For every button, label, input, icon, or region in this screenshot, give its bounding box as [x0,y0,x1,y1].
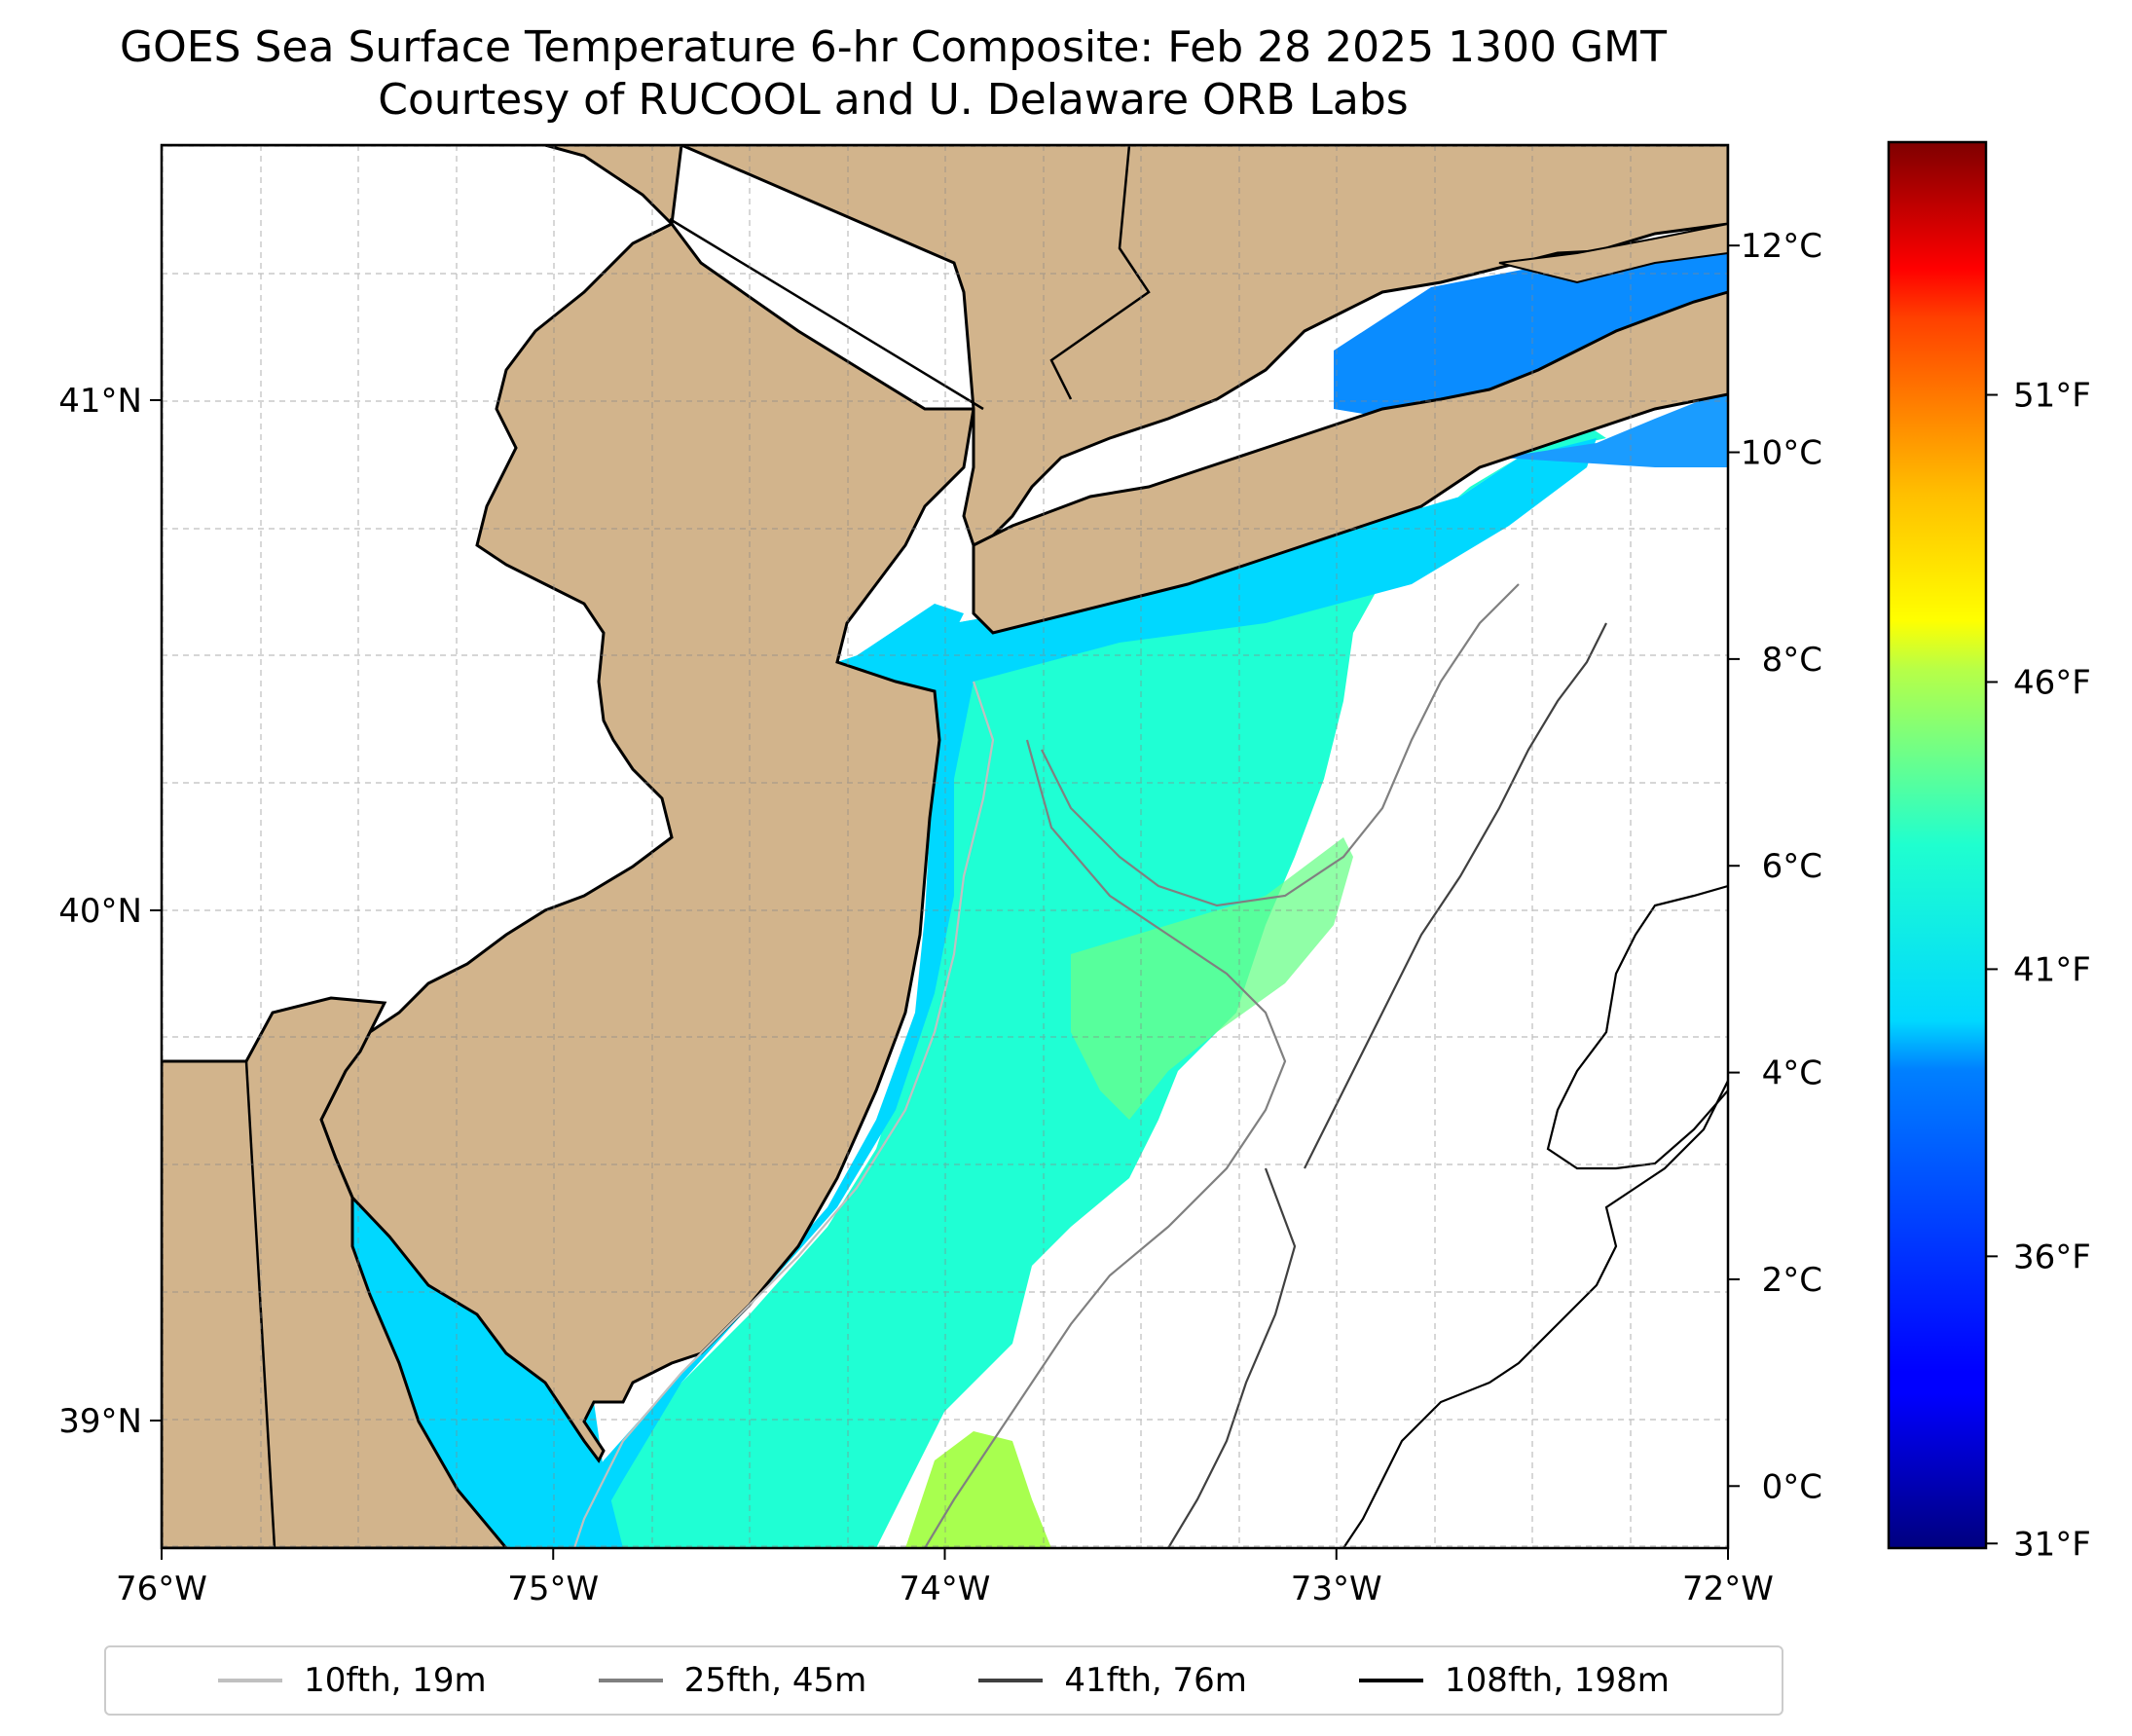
legend-item: 41fth, 76m [978,1661,1247,1700]
contour-45m [924,739,1287,1548]
gridlines [162,145,1728,1548]
bathymetry-contours [572,583,1728,1548]
sst-delaware-bay [352,1198,623,1548]
celsius-tick-label: 12°C [1741,227,1822,266]
lon-tick-label: 72°W [1682,1570,1774,1608]
title-line-2: Courtesy of RUCOOL and U. Delaware ORB L… [378,75,1409,125]
legend-line-19m [218,1679,283,1682]
celsius-tick-label: 6°C [1762,847,1822,886]
fahrenheit-tick-label: 51°F [2013,377,2091,416]
map-title: GOES Sea Surface Temperature 6-hr Compos… [0,21,1786,127]
fahrenheit-tick-label: 36°F [2013,1237,2091,1276]
lon-tick-label: 74°W [900,1570,991,1608]
contour-45m-ridge [1041,583,1520,907]
legend-label: 25fth, 45m [683,1661,867,1700]
celsius-tick-label: 2°C [1762,1261,1822,1300]
land-long-island [972,290,1728,635]
lat-tick-label: 39°N [58,1402,142,1441]
legend-label: 108fth, 198m [1445,1661,1670,1700]
sst-south-shore [1499,389,1728,467]
sst-field [352,241,1728,1548]
fahrenheit-tick-label: 31°F [2013,1525,2091,1564]
fahrenheit-tick-label: 41°F [2013,950,2091,989]
legend-item: 108fth, 198m [1359,1661,1670,1700]
lat-tick-label: 41°N [58,382,142,421]
legend-line-76m [978,1679,1044,1682]
legend-label: 10fth, 19m [304,1661,487,1700]
celsius-tick-label: 10°C [1741,434,1822,473]
land [162,145,1728,1548]
legend-item: 10fth, 19m [218,1661,487,1700]
land-delmarva [162,996,508,1548]
colorbar-axes: 0°C 2°C 4°C 6°C 8°C 10°C 12°C 31°F 36°F 41°F 46°F 5… [1728,227,2091,1564]
land-connecticut-shore [1498,222,1728,284]
lat-tick-label: 40°N [58,892,142,931]
contour-76m-east [1304,622,1607,1169]
celsius-tick-label: 8°C [1762,641,1822,680]
lon-tick-label: 75°W [507,1570,599,1608]
legend-label: 41fth, 76m [1064,1661,1247,1700]
celsius-tick-label: 4°C [1762,1054,1822,1093]
lon-tick-label: 73°W [1291,1570,1382,1608]
title-line-1: GOES Sea Surface Temperature 6-hr Compos… [120,22,1667,72]
land-nj-pa [162,145,975,1463]
contour-198m [1342,1080,1728,1548]
bathymetry-legend: 10fth, 19m 25fth, 45m 41fth, 76m 108fth,… [104,1645,1783,1716]
celsius-tick-label: 0°C [1762,1467,1822,1506]
lon-tick-label: 76°W [116,1570,207,1608]
contour-76m [1167,1167,1297,1548]
map-axes: 76°W 75°W 74°W 73°W 72°W 39°N 40°N 41°N [58,382,1774,1608]
map-panel [162,145,1728,1548]
legend-line-198m [1359,1679,1424,1682]
legend-line-45m [598,1679,663,1682]
colorbar [1887,140,1988,1550]
legend-item: 25fth, 45m [598,1661,867,1700]
fahrenheit-tick-label: 46°F [2013,663,2091,702]
contour-19m [572,681,995,1548]
